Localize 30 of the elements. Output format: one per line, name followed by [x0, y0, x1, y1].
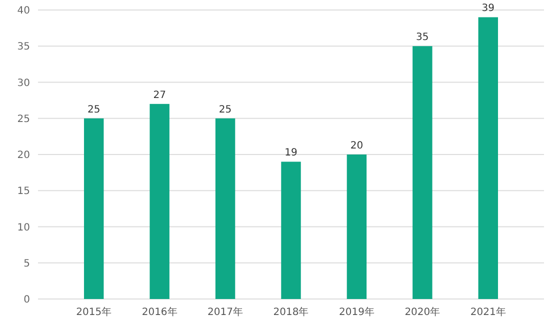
- y-tick-label: 20: [17, 150, 30, 161]
- data-label: 35: [416, 32, 429, 44]
- bar: [412, 46, 432, 299]
- x-tick-label: 2020年: [404, 306, 440, 318]
- data-label: 25: [218, 104, 232, 116]
- data-label: 27: [153, 90, 166, 101]
- x-tick-label: 2015年: [76, 306, 112, 318]
- bar: [84, 118, 104, 299]
- y-tick-label: 30: [17, 78, 30, 89]
- data-label: 39: [482, 3, 495, 14]
- y-tick-label: 0: [24, 294, 30, 306]
- x-tick-label: 2021年: [470, 306, 506, 318]
- y-tick-label: 35: [17, 42, 30, 53]
- y-tick-label: 15: [17, 186, 30, 198]
- data-label: 25: [87, 104, 100, 116]
- data-label: 19: [284, 148, 298, 159]
- y-tick-label: 5: [24, 258, 30, 270]
- bar: [478, 17, 498, 299]
- y-tick-label: 40: [17, 6, 30, 16]
- y-tick-label: 25: [17, 114, 30, 125]
- data-label: 20: [350, 140, 364, 152]
- x-tick-label: 2016年: [142, 306, 178, 318]
- bar: [150, 104, 170, 299]
- bar: [281, 162, 301, 299]
- bar: [215, 118, 236, 299]
- x-tick-label: 2017年: [208, 306, 244, 318]
- x-tick-label: 2018年: [273, 306, 309, 318]
- x-tick-label: 2019年: [338, 306, 374, 318]
- bar: [346, 154, 367, 299]
- y-tick-label: 10: [17, 222, 30, 234]
